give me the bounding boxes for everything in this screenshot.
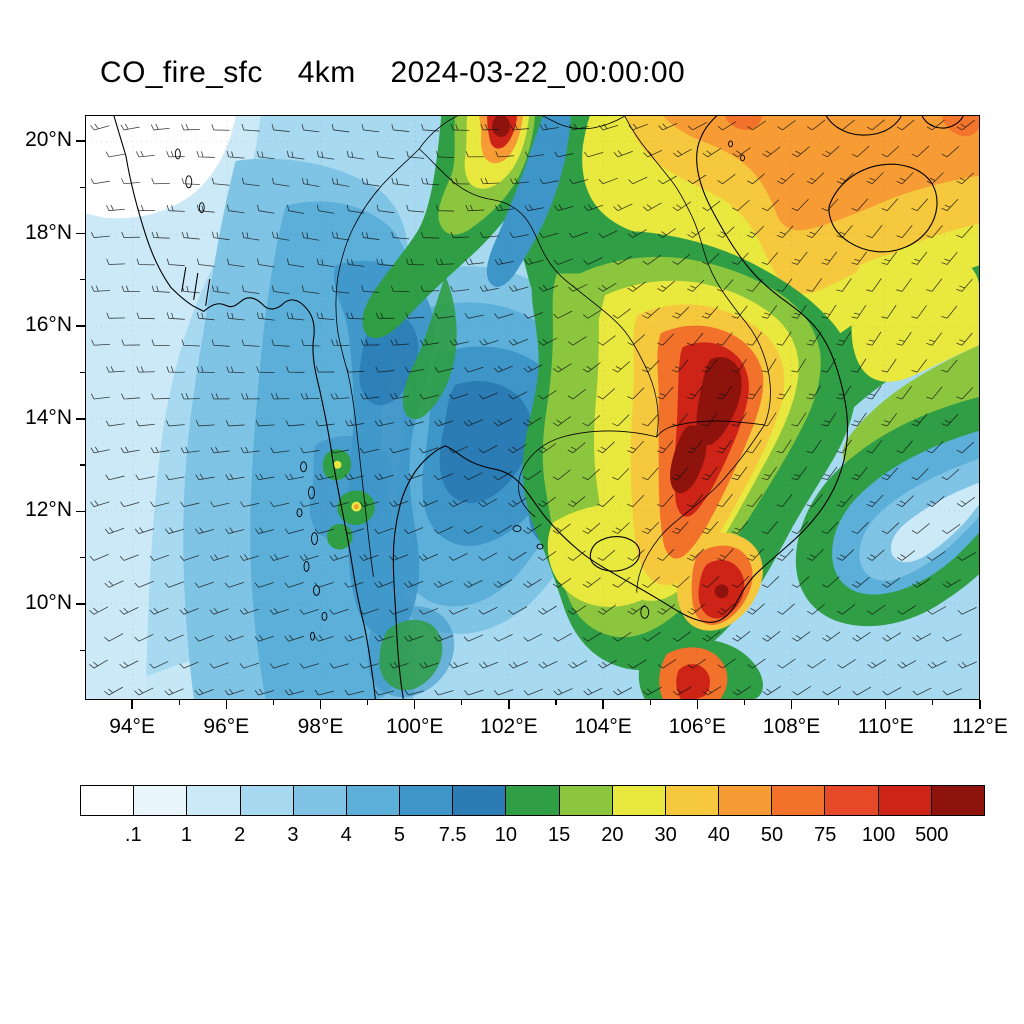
colorbar-cell bbox=[719, 786, 773, 815]
colorbar-label: 7.5 bbox=[438, 824, 467, 846]
y-axis-tick-label: 14°N bbox=[25, 405, 72, 429]
x-axis-tick-label: 108°E bbox=[762, 715, 821, 738]
colorbar-cell bbox=[134, 786, 188, 815]
y-minor-tick bbox=[80, 649, 85, 651]
colorbar-label: 500 bbox=[915, 824, 949, 846]
x-minor-tick bbox=[932, 700, 934, 705]
colorbar-label: 4 bbox=[340, 824, 352, 846]
colorbar-cell bbox=[825, 786, 879, 815]
x-minor-tick bbox=[743, 700, 745, 705]
colorbar-cell bbox=[772, 786, 826, 815]
colorbar-label: 20 bbox=[601, 824, 624, 846]
y-axis-tick-label: 12°N bbox=[25, 498, 72, 522]
hotspot-east-maroon-1 bbox=[696, 357, 742, 446]
colorbar-cell bbox=[665, 786, 720, 815]
x-major-tick bbox=[131, 700, 133, 709]
x-minor-tick bbox=[178, 700, 180, 705]
x-axis-tick-label: 102°E bbox=[480, 715, 538, 738]
x-major-tick bbox=[979, 700, 981, 709]
x-minor-tick bbox=[838, 700, 840, 705]
plot-title: CO_fire_sfc 4km 2024-03-22_00:00:00 bbox=[100, 56, 686, 89]
x-axis-tick-label: 106°E bbox=[668, 715, 727, 738]
colorbar-cell bbox=[878, 786, 932, 815]
wind-barbs-layer bbox=[89, 119, 977, 696]
x-minor-tick bbox=[555, 700, 557, 705]
colorbar bbox=[80, 785, 985, 816]
colorbar-label: 5 bbox=[393, 824, 405, 846]
x-axis-tick-label: 96°E bbox=[203, 715, 250, 738]
x-major-tick bbox=[508, 700, 510, 709]
x-axis-tick-label: 98°E bbox=[297, 715, 344, 738]
x-minor-tick bbox=[272, 700, 274, 705]
colorbar-label: 1 bbox=[180, 824, 193, 846]
colorbar-label: 40 bbox=[707, 824, 730, 846]
y-axis-tick-label: 10°N bbox=[25, 590, 72, 614]
y-major-tick bbox=[76, 417, 85, 420]
x-axis-tick-label: 94°E bbox=[109, 715, 155, 738]
colorbar-label: 75 bbox=[814, 824, 837, 846]
x-major-tick bbox=[225, 700, 228, 709]
colorbar-cell bbox=[81, 786, 135, 815]
y-major-tick bbox=[76, 325, 85, 327]
x-minor-tick bbox=[461, 700, 463, 705]
colorbar-label: 15 bbox=[547, 824, 571, 846]
y-major-tick bbox=[76, 510, 85, 513]
colorbar-cell bbox=[400, 786, 454, 815]
colorbar-cell bbox=[559, 786, 613, 815]
y-minor-tick bbox=[80, 279, 85, 281]
colorbar-label: 30 bbox=[654, 824, 677, 846]
y-axis-tick-label: 20°N bbox=[25, 127, 72, 151]
co-concentration-field bbox=[86, 116, 979, 699]
x-major-tick bbox=[319, 700, 322, 709]
x-major-tick bbox=[602, 700, 604, 709]
x-minor-tick bbox=[367, 700, 369, 705]
colorbar-cell bbox=[453, 786, 507, 815]
y-axis-tick-label: 16°N bbox=[25, 313, 72, 337]
y-minor-tick bbox=[80, 186, 85, 188]
y-minor-tick bbox=[80, 464, 85, 466]
y-major-tick bbox=[76, 140, 85, 142]
map-svg bbox=[86, 116, 979, 699]
colorbar-label: 2 bbox=[234, 824, 246, 846]
x-major-tick bbox=[790, 700, 793, 709]
colorbar-cell bbox=[612, 786, 666, 815]
x-major-tick bbox=[696, 700, 699, 709]
x-major-tick bbox=[413, 700, 416, 709]
x-axis-tick-label: 110°E bbox=[857, 715, 914, 738]
colorbar-cell bbox=[187, 786, 241, 815]
hotspot-nw-maroon bbox=[492, 116, 511, 137]
colorbar-label: .1 bbox=[124, 824, 142, 846]
y-major-tick bbox=[76, 232, 85, 235]
y-axis-tick-label: 18°N bbox=[25, 220, 72, 244]
x-axis-tick-label: 104°E bbox=[574, 715, 632, 738]
colorbar-cell bbox=[506, 786, 560, 815]
colorbar-cell bbox=[240, 786, 294, 815]
colorbar-cell bbox=[346, 786, 401, 815]
hotspot-east-maroon-2 bbox=[670, 425, 707, 494]
colorbar-label: 10 bbox=[494, 824, 517, 846]
coastlines bbox=[113, 116, 964, 699]
y-minor-tick bbox=[80, 371, 85, 373]
colorbar-cell bbox=[931, 786, 984, 815]
map-panel bbox=[85, 115, 980, 700]
hainan-island bbox=[828, 163, 938, 253]
tonle-sap-lake bbox=[589, 536, 641, 572]
country-borders bbox=[335, 116, 771, 593]
y-minor-tick bbox=[80, 557, 85, 559]
colorbar-label: 50 bbox=[760, 824, 784, 846]
y-major-tick bbox=[76, 603, 85, 605]
colorbar-label: 3 bbox=[287, 824, 299, 846]
hotspot-south-maroon bbox=[714, 584, 729, 599]
colorbar-label: 100 bbox=[861, 824, 896, 846]
colorbar-cell bbox=[293, 786, 347, 815]
x-axis-tick-label: 112°E bbox=[951, 715, 1008, 738]
x-major-tick bbox=[884, 700, 887, 709]
x-minor-tick bbox=[649, 700, 651, 705]
x-axis-tick-label: 100°E bbox=[385, 715, 444, 738]
